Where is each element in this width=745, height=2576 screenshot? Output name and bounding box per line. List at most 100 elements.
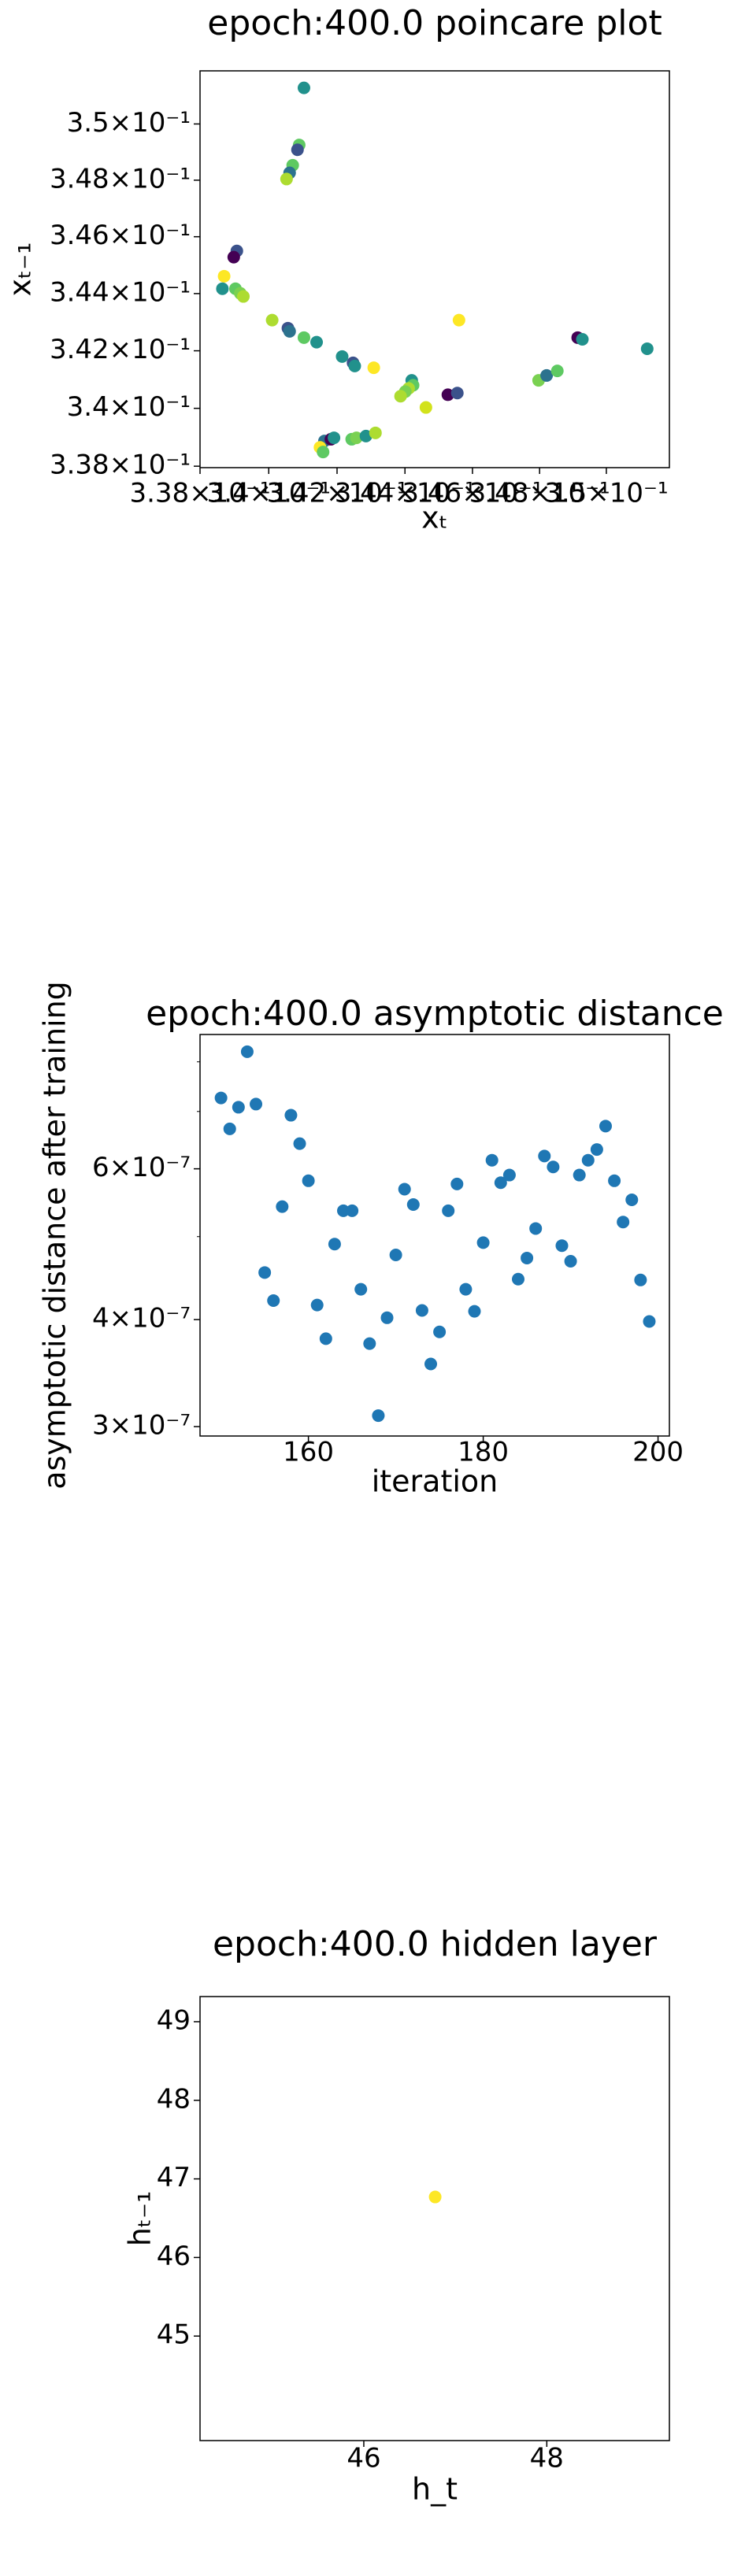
point xyxy=(502,1168,516,1182)
point xyxy=(433,1325,447,1338)
point xyxy=(564,1254,577,1268)
x-tick-label: 3.48×10⁻¹ xyxy=(469,478,610,509)
y-axis-label: xₜ₋₁ xyxy=(3,242,38,297)
chart-title: epoch:400.0 hidden layer xyxy=(213,1924,658,1964)
y-tick-label: 46 xyxy=(157,2241,191,2272)
point xyxy=(283,324,296,338)
point xyxy=(310,335,324,349)
point xyxy=(337,1204,350,1217)
point xyxy=(291,143,304,157)
point xyxy=(406,1198,420,1212)
point xyxy=(590,1143,603,1157)
chart-title: epoch:400.0 poincare plot xyxy=(207,3,662,43)
point xyxy=(335,350,349,363)
point xyxy=(280,172,293,186)
point xyxy=(258,1266,272,1279)
x-tick-label: 3.42×10⁻¹ xyxy=(266,478,407,509)
x-tick-label: 200 xyxy=(632,1437,684,1468)
point xyxy=(547,1160,560,1174)
point xyxy=(529,1222,543,1235)
y-tick-label: 48 xyxy=(157,2083,191,2115)
point xyxy=(550,365,564,378)
point xyxy=(468,1305,481,1318)
point xyxy=(237,290,250,303)
x-tick-label: 3.5×10⁻¹ xyxy=(544,478,668,509)
y-tick-label: 49 xyxy=(157,2004,191,2036)
y-axis-label: hₜ₋₁ xyxy=(123,2191,158,2247)
point xyxy=(540,368,554,382)
point xyxy=(293,1137,306,1150)
point xyxy=(428,2190,442,2204)
point xyxy=(328,431,341,445)
y-tick-label: 3.4×10⁻¹ xyxy=(67,391,191,423)
point xyxy=(267,1294,280,1307)
point xyxy=(216,282,229,295)
x-tick-label: 48 xyxy=(530,2443,564,2474)
point xyxy=(302,1174,315,1187)
y-axis-label: asymptotic distance after training xyxy=(38,981,72,1490)
point xyxy=(459,1282,473,1296)
point xyxy=(297,81,310,94)
point xyxy=(310,1298,324,1312)
y-tick-label: 3.46×10⁻¹ xyxy=(50,220,191,251)
point xyxy=(359,429,372,442)
x-tick-label: 3.38×10⁻¹ xyxy=(129,478,270,509)
point xyxy=(297,331,310,344)
point xyxy=(217,269,231,283)
point xyxy=(608,1174,621,1187)
point xyxy=(555,1239,569,1253)
point xyxy=(573,1168,586,1182)
point xyxy=(415,1304,428,1317)
point xyxy=(441,388,454,402)
y-tick-label: 3.5×10⁻¹ xyxy=(67,107,191,139)
point xyxy=(346,1204,359,1217)
point xyxy=(424,1357,438,1371)
x-axis-label: h_t xyxy=(412,2472,458,2507)
point xyxy=(476,1236,490,1249)
point xyxy=(232,1101,245,1114)
y-tick-label: 4×10⁻⁷ xyxy=(92,1303,191,1334)
point xyxy=(317,446,330,459)
plot-frame xyxy=(199,70,670,468)
point xyxy=(284,1108,298,1122)
point xyxy=(223,1122,236,1135)
point xyxy=(380,1311,394,1324)
y-tick-label: 47 xyxy=(157,2162,191,2193)
point xyxy=(398,1183,411,1196)
plot-frame xyxy=(199,1996,670,2441)
point xyxy=(363,1337,376,1350)
point xyxy=(640,342,654,356)
x-tick-label: 46 xyxy=(347,2443,380,2474)
point xyxy=(372,1409,385,1423)
point xyxy=(265,313,279,327)
point xyxy=(348,359,361,372)
point xyxy=(328,1238,341,1251)
point xyxy=(452,313,465,327)
point xyxy=(369,426,382,439)
y-tick-label: 3.48×10⁻¹ xyxy=(50,163,191,194)
point xyxy=(394,390,407,403)
point xyxy=(367,361,380,375)
chart-title: epoch:400.0 asymptotic distance xyxy=(146,994,724,1034)
point xyxy=(521,1251,534,1264)
y-tick-label: 45 xyxy=(157,2319,191,2351)
point xyxy=(511,1272,524,1286)
point xyxy=(419,401,432,414)
y-tick-label: 3.42×10⁻¹ xyxy=(50,334,191,365)
point xyxy=(625,1193,639,1206)
x-axis-label: xₜ xyxy=(421,501,448,535)
point xyxy=(538,1149,551,1163)
point xyxy=(389,1248,402,1261)
point xyxy=(276,1200,289,1213)
point xyxy=(617,1216,630,1229)
point xyxy=(240,1045,254,1058)
point xyxy=(576,333,589,346)
point xyxy=(450,1177,464,1190)
y-tick-label: 3.44×10⁻¹ xyxy=(50,276,191,308)
y-tick-label: 6×10⁻⁷ xyxy=(92,1152,191,1183)
point xyxy=(485,1153,499,1167)
y-tick-label: 3.38×10⁻¹ xyxy=(50,450,191,481)
point xyxy=(634,1273,647,1286)
point xyxy=(643,1315,656,1328)
